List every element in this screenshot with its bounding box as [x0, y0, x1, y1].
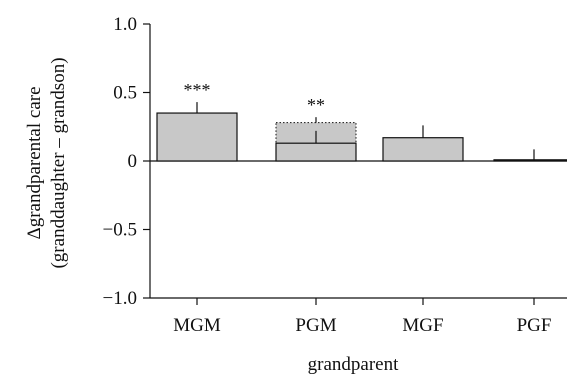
y-tick-label: −0.5 — [103, 220, 137, 241]
y-axis-title: Δgrandparental care (granddaughter – gra… — [24, 57, 69, 268]
y-axis-title-line-1: Δgrandparental care — [24, 86, 45, 239]
bar — [156, 112, 238, 162]
y-tick-label: 0 — [128, 151, 138, 172]
x-axis-title: grandparent — [308, 354, 399, 375]
y-axis-title-line-2: (granddaughter – grandson) — [48, 57, 69, 268]
bar — [275, 142, 357, 162]
y-tick-label: 0.5 — [113, 83, 137, 104]
plot-area: −1.0−0.500.51.0*****MGM PGM MGF PGF — [103, 14, 567, 336]
x-tick-label: PGM — [295, 315, 336, 336]
overlay-significance-label: ** — [307, 95, 325, 115]
y-tick-label: −1.0 — [103, 288, 137, 309]
bar — [382, 137, 464, 162]
significance-label: *** — [184, 80, 211, 100]
bar — [493, 159, 567, 162]
x-tick-label: MGM — [173, 315, 221, 336]
x-tick-label: MGF — [402, 315, 443, 336]
y-tick-label: 1.0 — [113, 14, 137, 35]
x-tick-label: PGF — [517, 315, 552, 336]
